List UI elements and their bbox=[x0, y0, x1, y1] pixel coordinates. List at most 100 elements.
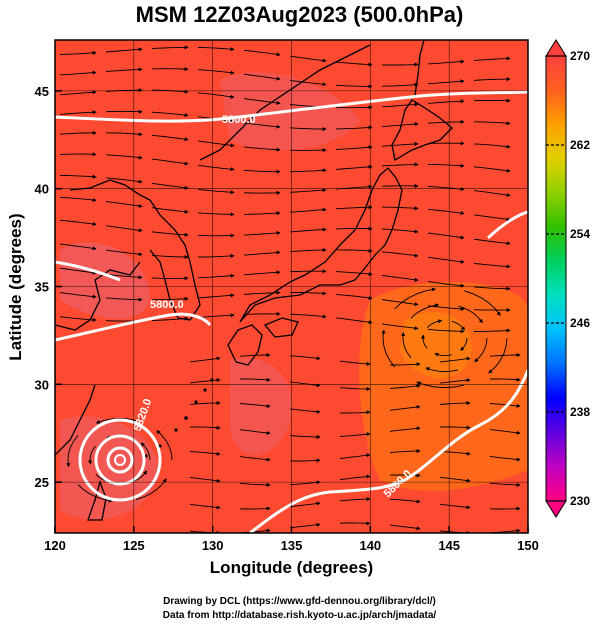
warm-region bbox=[359, 281, 528, 491]
streamline bbox=[389, 498, 421, 504]
x-tick-label: 140 bbox=[359, 538, 381, 553]
streamline bbox=[489, 403, 521, 408]
streamline bbox=[389, 383, 421, 389]
credit-drawing: Drawing by DCL (https://www.gfd-dennou.o… bbox=[163, 596, 436, 607]
coast-taiwan bbox=[87, 479, 107, 521]
streamline bbox=[389, 524, 421, 531]
colorbar-top-arrow bbox=[545, 39, 567, 57]
anticyclone-streamline bbox=[464, 290, 501, 317]
colorbar-tick-label: 270 bbox=[570, 49, 590, 63]
streamline bbox=[243, 49, 281, 57]
streamline bbox=[59, 110, 97, 115]
streamline bbox=[427, 59, 465, 65]
streamline bbox=[197, 140, 235, 148]
streamline bbox=[151, 45, 189, 50]
typhoon-streamline bbox=[135, 478, 167, 501]
streamline bbox=[243, 250, 281, 256]
streamline bbox=[151, 158, 189, 166]
wind-streamlines bbox=[59, 45, 521, 533]
coast-manchuria bbox=[69, 44, 371, 201]
streamline bbox=[151, 254, 189, 260]
contour-label-2: 5800.0 bbox=[150, 299, 184, 311]
colorbar-tick-label: 238 bbox=[570, 405, 590, 419]
typhoon-streamline bbox=[88, 445, 97, 465]
streamline bbox=[59, 219, 97, 226]
streamline bbox=[289, 188, 327, 193]
coastlines bbox=[55, 40, 453, 521]
streamline bbox=[197, 212, 235, 217]
streamline bbox=[339, 432, 371, 437]
streamline bbox=[339, 453, 371, 459]
streamline bbox=[381, 323, 419, 331]
streamline bbox=[105, 67, 143, 73]
colorbar-tick-label: 230 bbox=[570, 494, 590, 508]
streamline bbox=[389, 473, 421, 478]
streamline bbox=[239, 482, 271, 487]
streamline bbox=[289, 408, 321, 414]
streamline bbox=[489, 455, 521, 462]
streamline bbox=[105, 47, 143, 53]
streamline bbox=[381, 122, 419, 128]
coast-china bbox=[55, 261, 141, 456]
streamline bbox=[335, 248, 373, 253]
streamline bbox=[339, 521, 371, 526]
streamline bbox=[289, 434, 321, 439]
streamline bbox=[239, 429, 271, 435]
streamline bbox=[290, 291, 327, 296]
streamline bbox=[197, 188, 235, 195]
streamline bbox=[339, 497, 371, 502]
streamline bbox=[381, 206, 419, 211]
streamline bbox=[243, 146, 281, 152]
streamline bbox=[243, 169, 281, 174]
streamline bbox=[335, 105, 373, 110]
streamline bbox=[105, 297, 143, 302]
x-tick-label: 125 bbox=[123, 538, 145, 553]
streamline bbox=[473, 121, 511, 126]
streamline bbox=[427, 305, 465, 311]
contour-5800-east bbox=[486, 210, 528, 240]
streamline bbox=[335, 271, 373, 276]
colorbar-bar bbox=[545, 55, 567, 502]
streamline bbox=[439, 476, 471, 483]
streamline bbox=[151, 207, 189, 214]
streamline bbox=[335, 293, 373, 300]
streamline bbox=[473, 286, 511, 291]
y-axis-ticks: 25 30 35 40 45 bbox=[35, 84, 62, 490]
streamline bbox=[197, 164, 235, 172]
contour-5800-south bbox=[249, 369, 528, 533]
streamline bbox=[390, 362, 421, 367]
streamline bbox=[473, 56, 511, 62]
colorbar-tick-label: 246 bbox=[570, 316, 590, 330]
streamline bbox=[240, 377, 271, 382]
streamline bbox=[105, 225, 143, 233]
streamline bbox=[151, 182, 189, 190]
streamline bbox=[473, 190, 511, 197]
streamline bbox=[59, 174, 97, 179]
streamline bbox=[59, 50, 97, 55]
streamline bbox=[151, 231, 189, 237]
streamline bbox=[239, 456, 271, 462]
anticyclone-streamline bbox=[416, 381, 465, 389]
streamline bbox=[289, 127, 327, 132]
streamline bbox=[427, 256, 465, 264]
streamline bbox=[105, 132, 143, 137]
streamline bbox=[381, 82, 419, 87]
coast-honshu bbox=[239, 167, 403, 323]
typhoon-ring-mid bbox=[94, 434, 146, 486]
streamline bbox=[189, 425, 221, 430]
x-tick-label: 145 bbox=[438, 538, 460, 553]
streamline bbox=[439, 356, 471, 363]
streamline bbox=[339, 474, 371, 481]
streamline bbox=[189, 477, 221, 483]
streamline bbox=[489, 482, 521, 487]
coast-korea bbox=[149, 199, 201, 321]
streamline bbox=[389, 426, 421, 432]
streamline bbox=[105, 201, 143, 208]
streamline bbox=[335, 61, 373, 67]
anticyclone-streamline bbox=[394, 287, 436, 310]
typhoon-center bbox=[114, 454, 126, 466]
streamline bbox=[427, 281, 465, 288]
coast-shikoku bbox=[263, 317, 299, 338]
colorbar-bottom-arrow bbox=[545, 500, 567, 518]
